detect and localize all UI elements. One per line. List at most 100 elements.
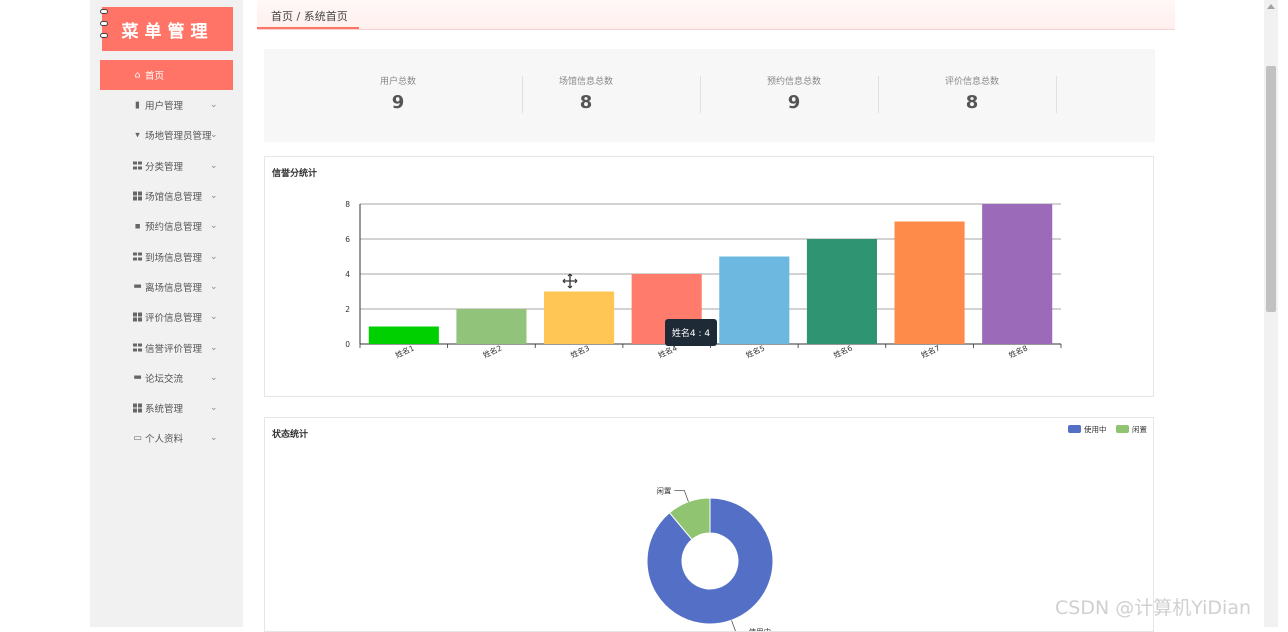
sidebar-item-label: 系统管理	[145, 404, 184, 416]
status-chart-panel: 状态统计 使用中闲置使用中闲置	[264, 417, 1154, 632]
scroll-thumb[interactable]	[1266, 66, 1276, 312]
chevron-down-icon: ⌄	[210, 221, 218, 232]
y-tick-label: 0	[345, 340, 350, 349]
stats-panel: 用户总数 9 场馆信息总数 8 预约信息总数 9 评价信息总数 8	[264, 49, 1155, 142]
stat-divider	[878, 76, 879, 113]
card-icon: ▭	[133, 433, 142, 444]
sidebar-item-label: 到场信息管理	[145, 252, 203, 264]
chevron-down-icon: ⌄	[210, 130, 218, 141]
bar[interactable]	[456, 309, 527, 344]
stat-label: 评价信息总数	[944, 77, 999, 87]
x-tick-label: 姓名3	[569, 342, 591, 360]
legend-label[interactable]: 使用中	[1084, 424, 1107, 434]
sidebar-item[interactable]: ▾ 场地管理员管理 ⌄	[100, 120, 233, 150]
sidebar-item-label: 场馆信息管理	[145, 192, 203, 204]
bar[interactable]	[982, 204, 1053, 344]
chart-tooltip: 姓名4 : 4	[665, 319, 717, 346]
x-tick-label: 姓名6	[832, 342, 854, 360]
stat-user-total: 用户总数 9	[309, 74, 487, 113]
breadcrumb-bar: 首页 / 系统首页	[257, 0, 1175, 30]
sidebar-item[interactable]: ▮ 用户管理 ⌄	[100, 90, 233, 120]
cake-icon: ▬	[133, 281, 142, 292]
chevron-down-icon: ⌄	[210, 433, 218, 444]
image-icon: ▪	[134, 221, 141, 232]
sidebar-item[interactable]: 到场信息管理 ⌄	[100, 241, 233, 271]
pie-slice[interactable]	[668, 497, 711, 541]
sidebar-item[interactable]: 系统管理 ⌄	[100, 393, 233, 423]
stat-divider	[1056, 76, 1057, 113]
sidebar-item[interactable]: ▭ 个人资料 ⌄	[100, 423, 233, 453]
sidebar-item-label: 场地管理员管理	[145, 131, 212, 143]
x-tick-label: 姓名8	[1007, 342, 1029, 360]
sidebar-item-label: 预约信息管理	[145, 222, 203, 234]
sidebar-item[interactable]: ▪ 预约信息管理 ⌄	[100, 211, 233, 241]
sidebar-item-label: 首页	[145, 71, 165, 82]
tooltip-box	[665, 319, 717, 346]
sidebar-title: 菜单管理	[102, 7, 233, 51]
chevron-down-icon: ⌄	[210, 342, 218, 353]
binder-rings-icon	[100, 9, 108, 49]
bar[interactable]	[544, 291, 615, 345]
clipboard-icon: ▮	[135, 100, 140, 111]
stat-label: 用户总数	[379, 77, 416, 87]
sidebar-item[interactable]: 信誉评价管理 ⌄	[100, 332, 233, 362]
status-pie-chart: 使用中闲置使用中闲置	[646, 424, 1148, 631]
bar[interactable]	[806, 239, 877, 344]
stat-divider	[700, 76, 701, 113]
sidebar-item[interactable]: ▬ 离场信息管理 ⌄	[100, 272, 233, 302]
bar[interactable]	[719, 256, 790, 345]
shield-icon: ▾	[135, 130, 140, 141]
chat-icon: ▬	[133, 372, 142, 383]
stat-value: 8	[965, 92, 979, 113]
pie-slice[interactable]	[646, 497, 774, 625]
sidebar-item-label: 分类管理	[145, 161, 184, 173]
move-cursor-icon	[562, 273, 578, 289]
y-tick-label: 4	[345, 270, 350, 279]
sidebar-item-label: 评价信息管理	[145, 313, 203, 325]
stat-label: 预约信息总数	[766, 77, 821, 87]
bar[interactable]	[368, 326, 439, 345]
chevron-down-icon: ⌄	[210, 312, 218, 323]
sidebar-item[interactable]: ▬ 论坛交流 ⌄	[100, 363, 233, 393]
label-leader-line	[731, 620, 736, 631]
sidebar-item[interactable]: 评价信息管理 ⌄	[100, 302, 233, 332]
chevron-down-icon: ⌄	[210, 100, 218, 111]
x-tick-label: 姓名7	[919, 342, 941, 360]
grid-icon	[133, 161, 142, 170]
stat-value: 8	[579, 92, 593, 113]
chart-title: 状态统计	[272, 430, 309, 440]
sidebar-item[interactable]: ⌂ 首页	[100, 60, 233, 90]
slice-label: 闲置	[656, 487, 671, 496]
chevron-down-icon: ⌄	[210, 281, 218, 292]
legend-swatch[interactable]	[1116, 425, 1129, 433]
bar[interactable]	[894, 221, 965, 345]
grid-icon	[133, 343, 142, 352]
stat-booking-total: 预约信息总数 9	[705, 74, 883, 113]
sidebar-item[interactable]: 分类管理 ⌄	[100, 151, 233, 181]
stat-label: 场馆信息总数	[558, 77, 613, 87]
left-gutter	[0, 0, 90, 627]
sidebar-title-text: 菜单管理	[121, 21, 214, 42]
sidebar-item[interactable]: 场馆信息管理 ⌄	[100, 181, 233, 211]
home-icon: ⌂	[134, 70, 141, 80]
legend-label[interactable]: 闲置	[1132, 425, 1148, 434]
grid-icon	[133, 252, 142, 261]
breadcrumb-active-underline	[257, 27, 359, 29]
grid-icon	[133, 403, 142, 413]
sidebar-item-label: 个人资料	[145, 434, 184, 446]
scroll-up-arrow-icon[interactable]	[1267, 4, 1275, 9]
chevron-down-icon: ⌄	[210, 191, 218, 202]
stat-value: 9	[391, 92, 405, 113]
grid-icon	[133, 312, 142, 322]
stat-value: 9	[787, 92, 801, 113]
y-tick-label: 2	[345, 305, 350, 314]
legend-swatch[interactable]	[1068, 425, 1081, 433]
sidebar-item-label: 用户管理	[145, 101, 184, 113]
page-scrollbar[interactable]	[1264, 0, 1278, 627]
credit-chart-panel: 信誉分统计 0 2 4 6 8 姓名1 姓名2 姓名3 姓名4 姓名5 姓名6 姓名7 姓名8 姓名4 :…	[264, 156, 1154, 397]
stat-divider	[522, 76, 523, 113]
breadcrumb[interactable]: 首页 / 系统首页	[271, 10, 348, 23]
sidebar-item-label: 离场信息管理	[145, 282, 203, 294]
sidebar: 菜单管理 ⌂ 首页 ▮ 用户管理 ⌄ ▾ 场地管理员管理 ⌄ 分类管理 ⌄ 场馆信息管理 ⌄ ▪ 预约信息…	[90, 0, 243, 627]
